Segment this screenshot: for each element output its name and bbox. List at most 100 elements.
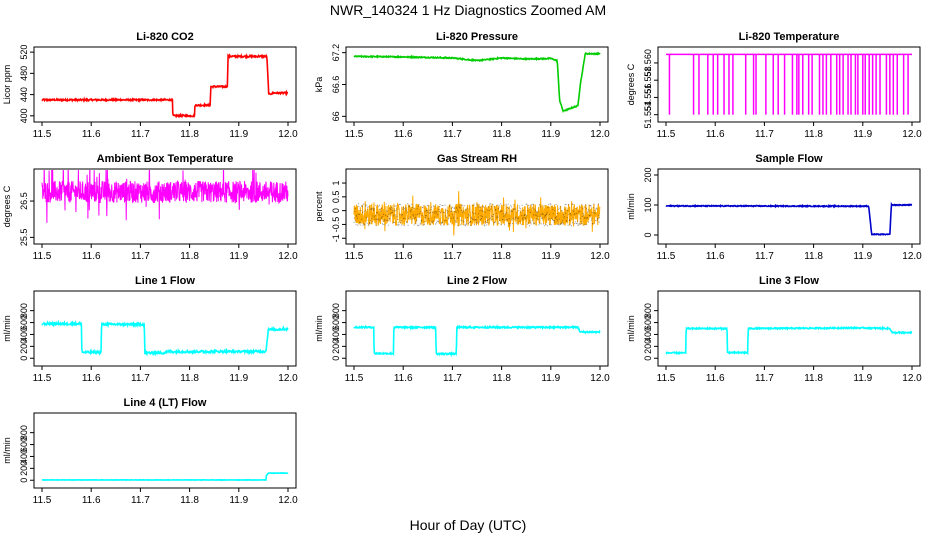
data-point <box>484 225 486 227</box>
data-point <box>509 225 511 227</box>
data-point <box>563 217 565 219</box>
chart-sample-flow: Sample Flow 11.5 11.6 11.7 11.8 11.9 12.0 0 100 2… <box>626 153 922 262</box>
data-point <box>480 215 482 217</box>
data-point <box>533 222 535 224</box>
data-point <box>415 220 417 222</box>
data-point <box>473 213 475 215</box>
data-point <box>378 206 380 208</box>
data-point <box>469 221 471 223</box>
data-point <box>491 218 493 221</box>
data-point <box>425 215 427 217</box>
data-point <box>353 217 356 219</box>
data-point <box>482 206 485 208</box>
data-point <box>430 208 432 210</box>
data-point <box>416 208 418 210</box>
data-point <box>501 219 504 221</box>
data-point <box>416 219 418 221</box>
x-tick-label: 11.7 <box>755 251 774 262</box>
data-point <box>421 206 424 209</box>
data-point <box>427 211 429 213</box>
data-point <box>464 225 467 227</box>
data-point <box>381 207 383 209</box>
data-point <box>501 210 503 212</box>
data-point <box>534 208 536 210</box>
data-point <box>555 203 557 206</box>
x-tick-label: 12.0 <box>278 251 298 262</box>
data-point <box>586 217 588 219</box>
data-point <box>365 209 367 211</box>
data-point <box>399 203 401 206</box>
x-tick-label: 11.6 <box>394 129 413 140</box>
data-point <box>411 203 413 206</box>
data-point <box>394 214 397 216</box>
data-point <box>588 210 590 212</box>
data-point <box>510 204 512 206</box>
data-point <box>565 203 567 206</box>
data-point <box>489 203 492 205</box>
data-point <box>572 203 574 205</box>
data-point <box>449 206 451 208</box>
data-point <box>452 214 454 216</box>
data-point <box>368 206 370 208</box>
data-point <box>593 203 595 205</box>
data-point <box>541 217 543 219</box>
data-point <box>590 205 592 207</box>
data-point <box>510 206 513 208</box>
data-point <box>359 224 362 226</box>
y-tick-label: 440 <box>19 87 29 102</box>
data-point <box>464 209 466 211</box>
x-tick-label: 11.9 <box>541 129 560 140</box>
data-point <box>373 209 375 211</box>
data-point <box>465 223 467 225</box>
data-point <box>478 213 480 215</box>
data-point <box>472 218 474 221</box>
data-point <box>489 217 491 219</box>
data-point <box>477 204 479 206</box>
data-point <box>447 210 449 212</box>
x-tick-label: 12.0 <box>278 373 298 384</box>
y-tick-label: 200 <box>19 339 29 354</box>
data-point <box>482 205 484 207</box>
data-point <box>505 213 507 215</box>
data-point <box>586 217 588 219</box>
chart-gas-stream-rh: Gas Stream RH 11.5 11.6 11.7 11.8 11.9 12.0 -1-… <box>314 153 610 262</box>
data-point <box>551 219 554 221</box>
data-point <box>380 216 383 218</box>
data-point <box>453 217 455 219</box>
data-point <box>571 203 573 205</box>
data-point <box>455 221 457 223</box>
data-point <box>356 218 358 220</box>
series-line <box>353 324 601 358</box>
data-point <box>553 219 555 222</box>
data-point <box>494 221 496 223</box>
data-point <box>466 209 468 211</box>
data-point <box>539 206 542 208</box>
data-point <box>441 221 444 223</box>
y-tick-label: 800 <box>19 303 29 318</box>
chart-ambient-box-temperature: Ambient Box Temperature 11.5 11.6 11.7 11.8 1… <box>2 153 298 262</box>
plot-frame <box>33 168 297 245</box>
data-point <box>362 203 365 205</box>
chart-li820-co2: Li-820 CO2 11.5 11.6 11.7 11.8 11.9 12.0 400 440… <box>2 31 298 140</box>
data-point <box>487 206 490 208</box>
data-point <box>379 219 381 221</box>
data-point <box>552 212 554 215</box>
data-point <box>514 208 516 210</box>
data-point <box>432 220 434 222</box>
data-point <box>548 213 551 216</box>
data-point <box>432 211 434 213</box>
data-point <box>536 218 538 220</box>
data-point <box>434 211 436 213</box>
x-tick-label: 11.5 <box>33 495 52 506</box>
y-axis-label: ml/min <box>314 315 324 342</box>
data-point <box>409 211 412 213</box>
data-point <box>423 221 426 223</box>
x-tick-label: 12.0 <box>278 129 298 140</box>
y-tick-label: 66.6 <box>331 76 341 94</box>
data-point <box>396 215 398 217</box>
data-point <box>528 225 531 227</box>
data-point <box>523 214 526 216</box>
data-point <box>541 217 543 219</box>
data-point <box>584 206 586 208</box>
data-point <box>564 212 567 214</box>
